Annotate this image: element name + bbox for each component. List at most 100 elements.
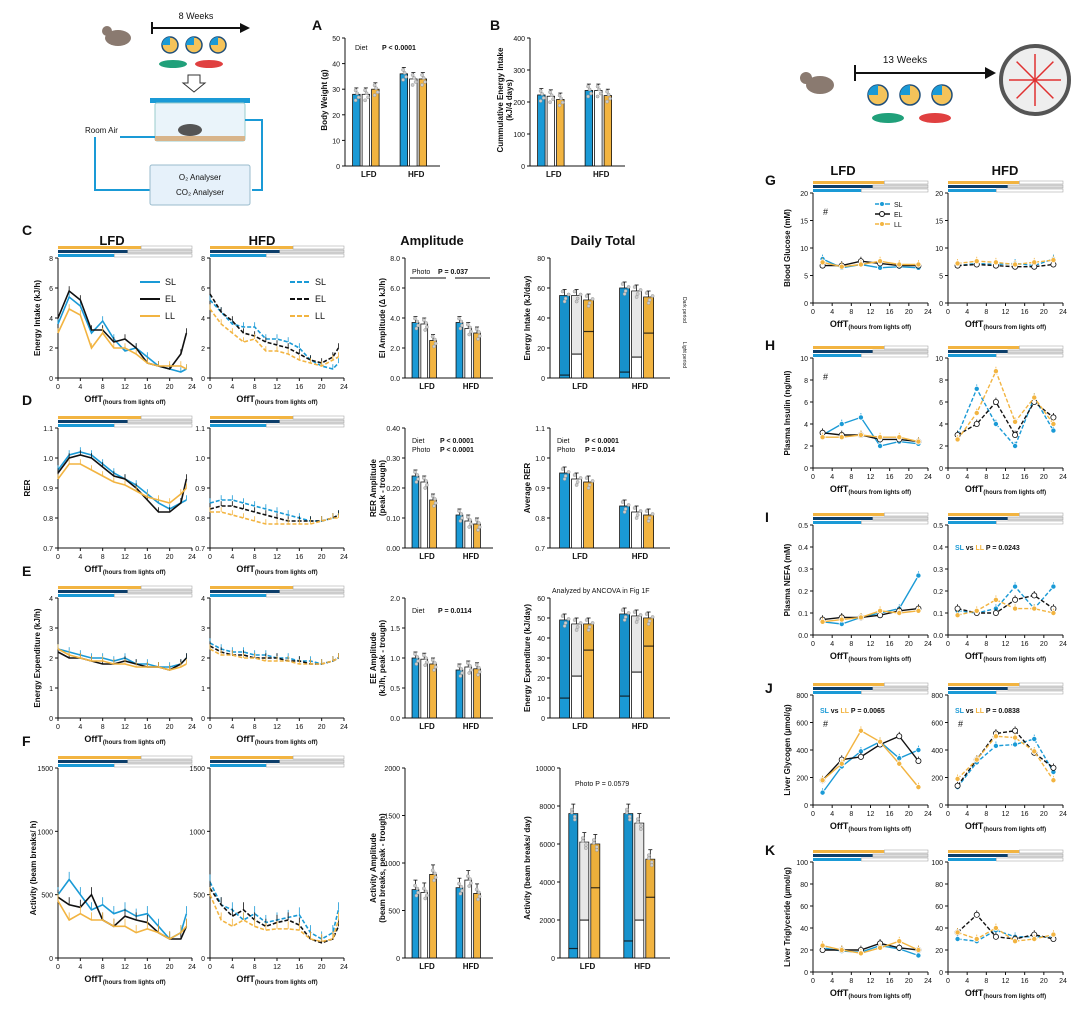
individual-point bbox=[574, 483, 579, 487]
x-tick-label: 0 bbox=[56, 964, 60, 971]
dark-portion-shade bbox=[560, 295, 570, 375]
y-tick-label: 60 bbox=[935, 904, 943, 911]
data-point-ll bbox=[1031, 748, 1038, 755]
x-tick-label: 24 bbox=[1059, 309, 1067, 316]
individual-point bbox=[372, 83, 377, 87]
data-point-ll bbox=[819, 618, 826, 625]
light-phase-bar bbox=[292, 755, 345, 760]
individual-point bbox=[548, 100, 552, 105]
individual-point bbox=[638, 288, 643, 292]
individual-point bbox=[622, 292, 627, 296]
dark-phase-bar bbox=[210, 424, 267, 427]
x-group-label: HFD bbox=[593, 170, 610, 179]
dark-phase-bar bbox=[813, 189, 862, 192]
x-tick-label: 16 bbox=[143, 964, 151, 971]
x-tick-label: 4 bbox=[830, 309, 834, 316]
series-line-el bbox=[822, 607, 919, 621]
individual-point bbox=[433, 665, 438, 669]
individual-point bbox=[420, 73, 424, 77]
x-tick-label: 0 bbox=[56, 554, 60, 561]
comparison-part: vs bbox=[964, 708, 976, 715]
x-tick-label: 0 bbox=[208, 384, 212, 391]
y-tick-label: 1.0 bbox=[390, 656, 400, 663]
data-point-ll bbox=[838, 760, 845, 767]
x-axis-title: OffT(hours from lights off) bbox=[965, 319, 1046, 331]
data-point-ll bbox=[992, 733, 999, 740]
legend-marker-sl bbox=[879, 201, 885, 207]
x-axis-sub: (hours from lights off) bbox=[983, 994, 1046, 1000]
panel-letter-h: H bbox=[765, 337, 775, 353]
individual-point bbox=[410, 83, 415, 87]
comparison-part: SL bbox=[955, 545, 965, 552]
bar-lfd-ll bbox=[371, 88, 380, 167]
col-header-lfd-right: LFD bbox=[830, 163, 855, 178]
individual-point bbox=[566, 292, 571, 297]
x-tick-label: 20 bbox=[166, 964, 174, 971]
y-tick-label: 1.1 bbox=[535, 426, 545, 433]
bar-lfd-ll bbox=[429, 663, 437, 719]
y-axis-title: Blood Glucose (mM) bbox=[783, 209, 792, 287]
series-line-ll bbox=[822, 434, 919, 443]
individual-point bbox=[424, 889, 428, 894]
individual-point bbox=[467, 884, 472, 888]
data-point-ll bbox=[1050, 610, 1057, 617]
x-tick-label: 20 bbox=[905, 811, 913, 818]
individual-point bbox=[469, 329, 473, 334]
comparison-part: SL bbox=[955, 708, 965, 715]
x-axis-sub: (hours from lights off) bbox=[103, 980, 166, 986]
y-tick-label: 2 bbox=[804, 444, 808, 451]
x-tick-label: 8 bbox=[253, 554, 257, 561]
individual-point bbox=[587, 483, 592, 487]
individual-point bbox=[647, 298, 652, 302]
x-axis-title: OffT(hours from lights off) bbox=[965, 651, 1046, 663]
x-axis-main: OffT bbox=[84, 394, 103, 404]
y-tick-label: 2 bbox=[49, 656, 53, 663]
x-axis-main: OffT bbox=[84, 734, 103, 744]
bar-lfd-ll bbox=[556, 99, 565, 167]
y-tick-label: 0 bbox=[804, 466, 808, 473]
x-tick-label: 4 bbox=[78, 554, 82, 561]
pvalue: P < 0.0001 bbox=[440, 438, 474, 445]
x-tick-label: 0 bbox=[946, 811, 950, 818]
individual-point bbox=[425, 893, 429, 898]
data-point-el bbox=[973, 420, 980, 427]
individual-point bbox=[469, 522, 473, 526]
individual-point bbox=[467, 332, 472, 337]
light-phase-bar bbox=[127, 589, 193, 594]
data-point-ll bbox=[915, 438, 922, 445]
data-point-ll bbox=[877, 258, 884, 265]
individual-point bbox=[432, 504, 436, 508]
food-pellets-icon bbox=[195, 60, 223, 68]
comparison-part: P = 0.0838 bbox=[984, 708, 1020, 715]
individual-point bbox=[590, 621, 595, 625]
x-tick-label: 8 bbox=[253, 724, 257, 731]
individual-point bbox=[356, 95, 361, 100]
individual-point bbox=[632, 610, 637, 614]
x-tick-label: 16 bbox=[886, 309, 894, 316]
x-tick-label: 12 bbox=[1002, 811, 1010, 818]
individual-point bbox=[557, 93, 562, 98]
data-point-sl bbox=[838, 420, 845, 427]
x-axis-title: OffT(hours from lights off) bbox=[965, 821, 1046, 833]
legend-label-el: EL bbox=[315, 294, 326, 304]
individual-point bbox=[632, 506, 637, 510]
x-axis-sub: (hours from lights off) bbox=[983, 325, 1046, 331]
x-tick-label: 4 bbox=[830, 811, 834, 818]
individual-point bbox=[646, 622, 651, 626]
bar-lfd-el bbox=[420, 323, 429, 379]
air-line bbox=[94, 137, 150, 191]
individual-point bbox=[374, 86, 378, 90]
individual-point bbox=[410, 73, 415, 77]
light-phase-bar bbox=[861, 690, 929, 695]
light-phase-bar bbox=[872, 184, 929, 189]
data-point-ll bbox=[992, 259, 999, 266]
x-tick-label: 24 bbox=[924, 978, 932, 985]
data-point-ll bbox=[857, 614, 864, 621]
individual-point bbox=[639, 827, 643, 831]
y-tick-label: 0 bbox=[804, 301, 808, 308]
y-tick-label: 0.3 bbox=[798, 567, 808, 574]
bar-hfd-sl bbox=[399, 73, 409, 167]
individual-point bbox=[605, 89, 609, 94]
x-tick-label: 4 bbox=[78, 384, 82, 391]
dark-phase-bar bbox=[948, 858, 997, 861]
